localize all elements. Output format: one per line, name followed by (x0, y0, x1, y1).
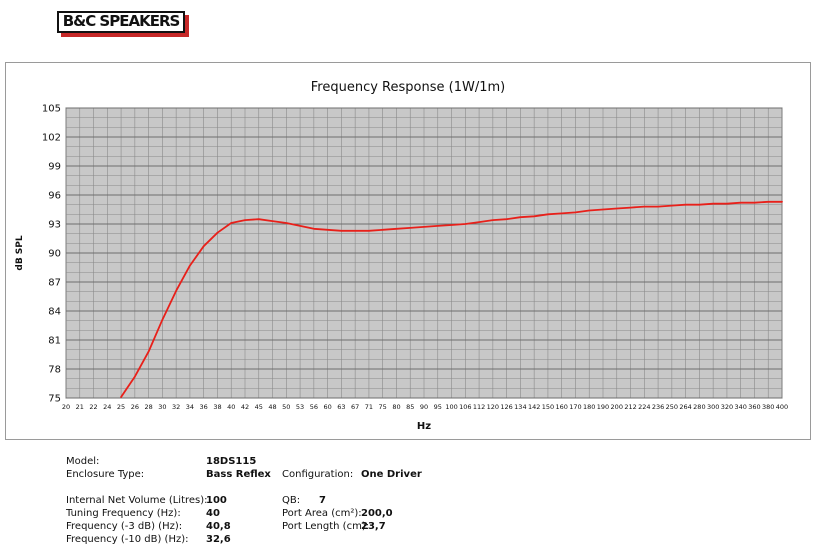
x-tick-label: 71 (365, 403, 373, 411)
logo-text: B&C SPEAKERS (62, 12, 181, 30)
x-tick-label: 200 (611, 403, 623, 411)
x-tick-label: 25 (117, 403, 125, 411)
x-tick-label: 50 (282, 403, 290, 411)
x-tick-label: 160 (555, 403, 567, 411)
enclosure-label: Enclosure Type: (66, 469, 145, 480)
x-tick-label: 32 (172, 403, 180, 411)
x-tick-label: 36 (200, 403, 208, 411)
y-tick-label: 102 (42, 133, 61, 144)
x-tick-label: 20 (62, 403, 70, 411)
x-tick-label: 170 (569, 403, 581, 411)
x-tick-label: 48 (268, 403, 276, 411)
x-tick-label: 53 (296, 403, 304, 411)
x-tick-label: 60 (323, 403, 331, 411)
volume-value: 100 (206, 495, 227, 506)
x-tick-label: 21 (76, 403, 84, 411)
x-tick-label: 212 (624, 403, 636, 411)
port-length-value: 23,7 (361, 521, 386, 532)
y-tick-label: 105 (42, 104, 61, 115)
x-axis-label: Hz (417, 421, 431, 432)
x-tick-label: 250 (666, 403, 678, 411)
x-tick-label: 126 (500, 403, 512, 411)
x-tick-label: 40 (227, 403, 235, 411)
enclosure-value: Bass Reflex (206, 469, 271, 480)
port-area-label: Port Area (cm²): (282, 508, 362, 519)
x-tick-label: 180 (583, 403, 595, 411)
y-tick-label: 96 (48, 191, 61, 202)
y-tick-label: 90 (48, 249, 61, 260)
f3-value: 40,8 (206, 521, 231, 532)
x-tick-label: 100 (445, 403, 457, 411)
logo-frame (57, 11, 185, 33)
brand-logo: B&C SPEAKERS (57, 11, 191, 39)
f10-label: Frequency (-10 dB) (Hz): (66, 534, 189, 545)
x-tick-label: 63 (337, 403, 345, 411)
configuration-value: One Driver (361, 469, 422, 480)
y-tick-label: 99 (48, 162, 61, 173)
x-tick-label: 38 (213, 403, 221, 411)
x-tick-label: 300 (707, 403, 719, 411)
x-tick-label: 120 (487, 403, 499, 411)
x-tick-label: 142 (528, 403, 540, 411)
y-tick-label: 81 (48, 336, 61, 347)
x-tick-label: 280 (693, 403, 705, 411)
y-tick-label: 93 (48, 220, 61, 231)
f10-value: 32,6 (206, 534, 231, 545)
x-tick-label: 67 (351, 403, 359, 411)
configuration-label: Configuration: (282, 469, 354, 480)
x-tick-label: 34 (186, 403, 194, 411)
x-tick-label: 56 (310, 403, 318, 411)
x-tick-label: 85 (406, 403, 414, 411)
y-axis-label: dB SPL (15, 235, 25, 271)
response-curve (120, 200, 783, 398)
x-tick-label: 45 (255, 403, 263, 411)
x-tick-label: 28 (144, 403, 152, 411)
x-tick-label: 400 (776, 403, 788, 411)
tuning-value: 40 (206, 508, 220, 519)
x-tick-label: 264 (679, 403, 691, 411)
x-tick-label: 190 (597, 403, 609, 411)
x-tick-label: 24 (103, 403, 111, 411)
volume-label: Internal Net Volume (Litres): (66, 495, 208, 506)
qb-label: QB: (282, 495, 301, 506)
chart-title: Frequency Response (1W/1m) (311, 80, 505, 95)
x-tick-label: 150 (542, 403, 554, 411)
x-tick-label: 360 (748, 403, 760, 411)
y-tick-label: 75 (48, 394, 61, 405)
model-value: 18DS115 (206, 456, 257, 467)
x-tick-label: 42 (241, 403, 249, 411)
port-length-label: Port Length (cm): (282, 521, 370, 532)
frequency-response-chart: 20 21 22 24 25 26 28 30 32 34 36 38 40 42 45 48 50 53 56 60… (15, 80, 788, 432)
x-tick-label: 224 (638, 403, 650, 411)
model-label: Model: (66, 456, 100, 467)
x-tick-label: 80 (392, 403, 400, 411)
y-tick-label: 84 (48, 307, 61, 318)
x-tick-label: 106 (459, 403, 471, 411)
x-tick-label: 380 (762, 403, 774, 411)
x-tick-label: 320 (721, 403, 733, 411)
qb-value: 7 (319, 495, 326, 506)
y-tick-label: 78 (48, 365, 61, 376)
x-tick-label: 236 (652, 403, 664, 411)
x-tick-label: 22 (89, 403, 97, 411)
x-tick-label: 95 (434, 403, 442, 411)
x-tick-label: 134 (514, 403, 526, 411)
f3-label: Frequency (-3 dB) (Hz): (66, 521, 183, 532)
x-tick-label: 75 (379, 403, 387, 411)
x-tick-label: 30 (158, 403, 166, 411)
x-tick-label: 90 (420, 403, 428, 411)
y-tick-label: 87 (48, 278, 61, 289)
port-area-value: 200,0 (361, 508, 393, 519)
x-tick-label: 340 (734, 403, 746, 411)
tuning-label: Tuning Frequency (Hz): (66, 508, 181, 519)
x-tick-label: 112 (473, 403, 485, 411)
x-tick-label: 26 (131, 403, 139, 411)
